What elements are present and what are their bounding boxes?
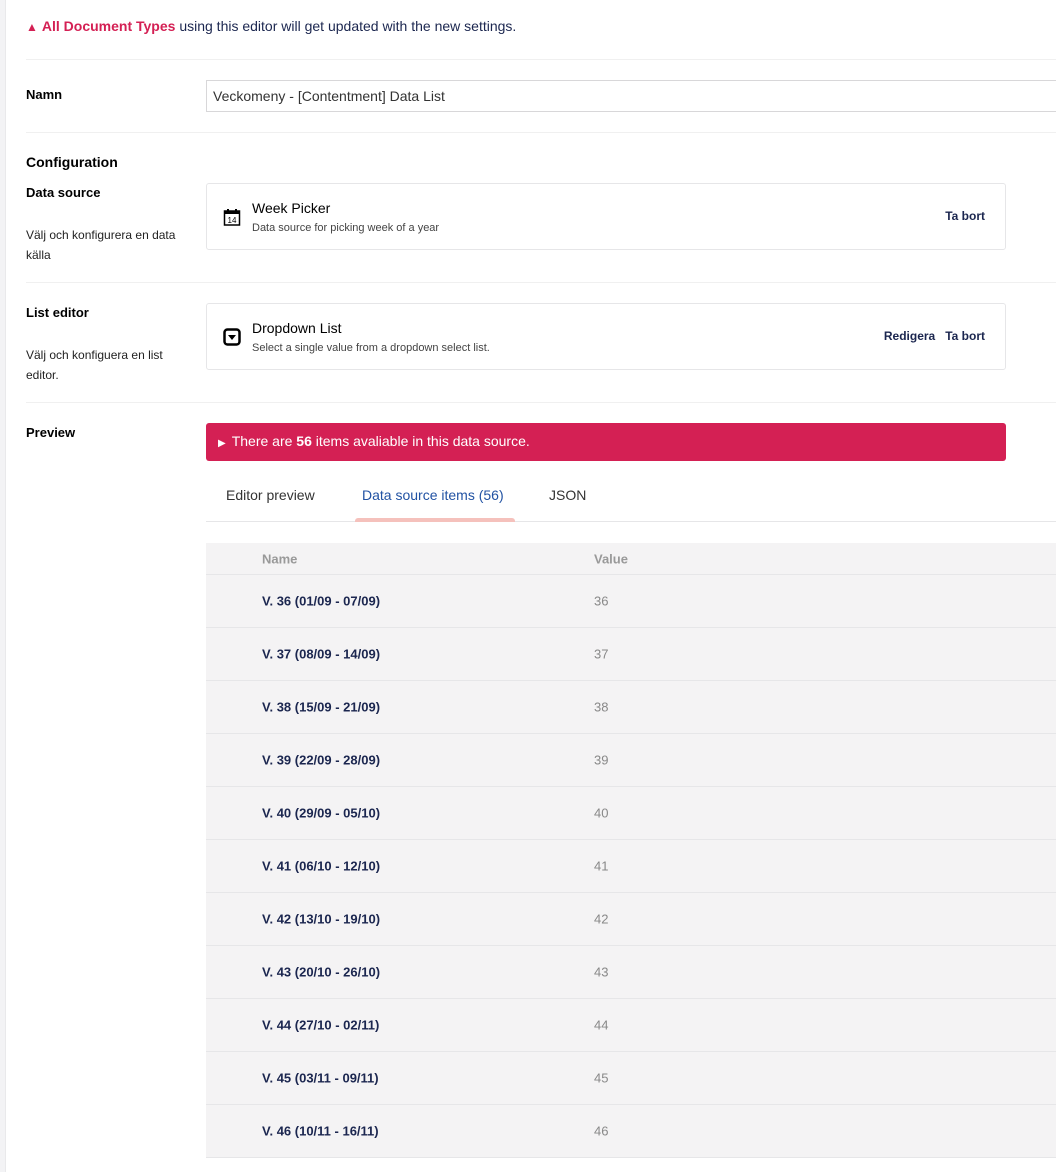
edit-list-editor-button[interactable]: Redigera xyxy=(883,329,936,343)
divider xyxy=(26,132,1056,133)
row-value: 37 xyxy=(594,646,609,662)
table-header: Name Value xyxy=(206,543,1056,575)
row-value: 36 xyxy=(594,593,609,609)
tab-data-source-items[interactable]: Data source items (56) xyxy=(362,487,504,503)
row-value: 45 xyxy=(594,1070,609,1086)
table-row: V. 41 (06/10 - 12/10) 41 xyxy=(206,840,1056,893)
table-row: V. 38 (15/09 - 21/09) 38 xyxy=(206,681,1056,734)
row-name: V. 43 (20/10 - 26/10) xyxy=(262,964,381,980)
data-source-title: Week Picker xyxy=(252,200,331,216)
row-value: 43 xyxy=(594,964,609,980)
table-row: V. 39 (22/09 - 28/09) 39 xyxy=(206,734,1056,787)
row-name: V. 36 (01/09 - 07/09) xyxy=(262,593,381,609)
name-input[interactable]: Veckomeny - [Contentment] Data List xyxy=(206,80,1056,112)
table-row: V. 42 (13/10 - 19/10) 42 xyxy=(206,893,1056,946)
divider xyxy=(26,282,1056,283)
data-source-label: Data source xyxy=(26,185,101,200)
warning-icon: ▲ xyxy=(26,20,38,34)
banner-text: There are xyxy=(231,433,297,449)
table-row: V. 44 (27/10 - 02/11) 44 xyxy=(206,999,1056,1052)
remove-data-source-button[interactable]: Ta bort xyxy=(945,209,985,223)
items-count-banner[interactable]: ▶ There are 56 items avaliable in this da… xyxy=(206,423,1006,461)
divider xyxy=(26,402,1056,403)
active-tab-indicator xyxy=(355,518,515,522)
row-value: 40 xyxy=(594,805,609,821)
row-value: 42 xyxy=(594,911,609,927)
divider xyxy=(26,59,1056,60)
row-name: V. 41 (06/10 - 12/10) xyxy=(262,858,381,874)
data-source-subtitle: Data source for picking week of a year xyxy=(252,222,440,234)
row-name: V. 37 (08/09 - 14/09) xyxy=(262,646,381,662)
list-editor-card: Dropdown List Select a single value from… xyxy=(206,303,1006,370)
list-editor-label: List editor xyxy=(26,305,89,320)
preview-tabs: Editor preview Data source items (56) JS… xyxy=(206,474,1056,522)
warning-message: ▲ All Document Types using this editor wi… xyxy=(26,18,516,34)
row-value: 46 xyxy=(594,1123,609,1139)
table-row: V. 37 (08/09 - 14/09) 37 xyxy=(206,628,1056,681)
data-source-card: 14 Week Picker Data source for picking w… xyxy=(206,183,1006,250)
row-value: 44 xyxy=(594,1017,609,1033)
tab-json[interactable]: JSON xyxy=(549,487,587,503)
dropdown-icon xyxy=(223,328,241,346)
table-row: V. 46 (10/11 - 16/11) 46 xyxy=(206,1105,1056,1158)
row-value: 39 xyxy=(594,752,609,768)
name-label: Namn xyxy=(26,87,63,102)
table-row: V. 40 (29/09 - 05/10) 40 xyxy=(206,787,1056,840)
items-table: Name Value V. 36 (01/09 - 07/09) 36 V. 37 (… xyxy=(206,543,1056,1158)
column-value: Value xyxy=(594,551,628,566)
row-name: V. 39 (22/09 - 28/09) xyxy=(262,752,381,768)
svg-text:14: 14 xyxy=(228,216,237,225)
row-value: 41 xyxy=(594,858,609,874)
column-name: Name xyxy=(262,551,298,566)
list-editor-description: Välj och konfiguera en list editor. xyxy=(26,348,163,382)
data-source-description: Välj och konfigurera en data källa xyxy=(26,228,176,262)
table-row: V. 45 (03/11 - 09/11) 45 xyxy=(206,1052,1056,1105)
calendar-icon: 14 xyxy=(223,209,241,226)
warning-text: using this editor will get updated with … xyxy=(175,18,517,34)
table-row: V. 36 (01/09 - 07/09) 36 xyxy=(206,575,1056,628)
row-value: 38 xyxy=(594,699,609,715)
row-name: V. 45 (03/11 - 09/11) xyxy=(262,1070,379,1086)
remove-list-editor-button[interactable]: Ta bort xyxy=(945,329,985,343)
row-name: V. 42 (13/10 - 19/10) xyxy=(262,911,381,927)
banner-count: 56 xyxy=(296,433,312,449)
banner-text-end: items avaliable in this data source. xyxy=(311,433,530,449)
row-name: V. 40 (29/09 - 05/10) xyxy=(262,805,381,821)
tab-editor-preview[interactable]: Editor preview xyxy=(226,487,315,503)
row-name: V. 38 (15/09 - 21/09) xyxy=(262,699,381,715)
expand-triangle-icon: ▶ xyxy=(218,438,226,449)
row-name: V. 46 (10/11 - 16/11) xyxy=(262,1123,379,1139)
row-name: V. 44 (27/10 - 02/11) xyxy=(262,1017,380,1033)
list-editor-subtitle: Select a single value from a dropdown se… xyxy=(252,342,490,354)
preview-label: Preview xyxy=(26,425,76,440)
left-panel-edge xyxy=(0,0,6,1172)
table-row: V. 43 (20/10 - 26/10) 43 xyxy=(206,946,1056,999)
configuration-heading: Configuration xyxy=(26,154,118,170)
warning-highlight: All Document Types xyxy=(41,18,176,34)
list-editor-title: Dropdown List xyxy=(252,320,342,336)
